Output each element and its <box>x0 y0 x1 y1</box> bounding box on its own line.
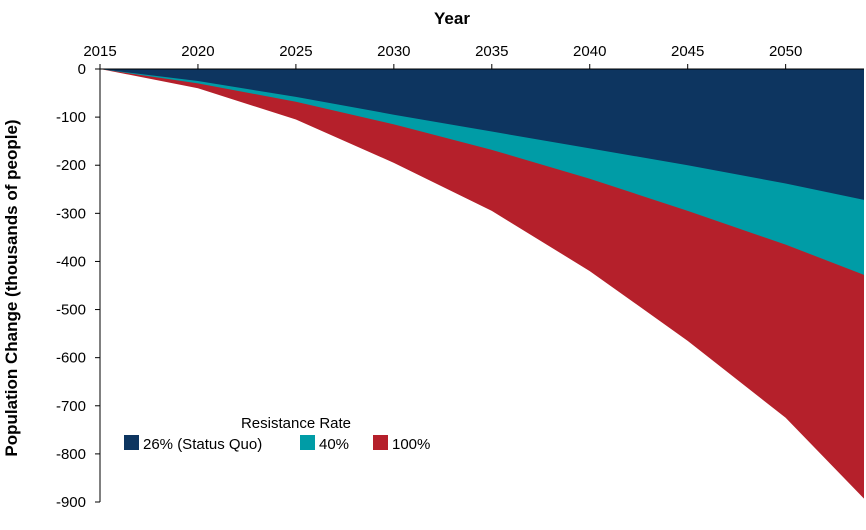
x-tick-label: 2025 <box>279 43 312 60</box>
y-axis-title: Population Change (thousands of people) <box>2 119 21 456</box>
legend-label-1: 40% <box>319 436 349 453</box>
axes-layer: 2015 2020 2025 2030 2035 2040 2045 2050 0 -100 -20… <box>56 43 864 511</box>
legend-swatch-1 <box>300 435 315 450</box>
y-tick-label: -200 <box>56 157 86 174</box>
x-tick-label: 2045 <box>671 43 704 60</box>
y-tick-label: -800 <box>56 446 86 463</box>
x-tick-label: 2015 <box>83 43 116 60</box>
y-tick-label: -900 <box>56 494 86 511</box>
legend: Resistance Rate 26% (Status Quo) 40% 100% <box>124 415 430 453</box>
x-tick-label: 2035 <box>475 43 508 60</box>
x-tick-label: 2030 <box>377 43 410 60</box>
y-tick-label: -100 <box>56 109 86 126</box>
x-tick-label: 2020 <box>181 43 214 60</box>
y-tick-label: -700 <box>56 398 86 415</box>
legend-title: Resistance Rate <box>241 415 351 432</box>
y-tick-label: -400 <box>56 253 86 270</box>
area-series-0 <box>100 69 864 200</box>
area-layer <box>100 69 864 499</box>
y-tick-label: 0 <box>78 61 86 78</box>
x-tick-label: 2050 <box>769 43 802 60</box>
legend-swatch-0 <box>124 435 139 450</box>
legend-label-0: 26% (Status Quo) <box>143 436 262 453</box>
y-tick-label: -300 <box>56 205 86 222</box>
legend-swatch-2 <box>373 435 388 450</box>
y-tick-label: -500 <box>56 302 86 319</box>
x-axis-title: Year <box>434 9 470 28</box>
legend-label-2: 100% <box>392 436 430 453</box>
y-tick-label: -600 <box>56 350 86 367</box>
x-tick-label: 2040 <box>573 43 606 60</box>
